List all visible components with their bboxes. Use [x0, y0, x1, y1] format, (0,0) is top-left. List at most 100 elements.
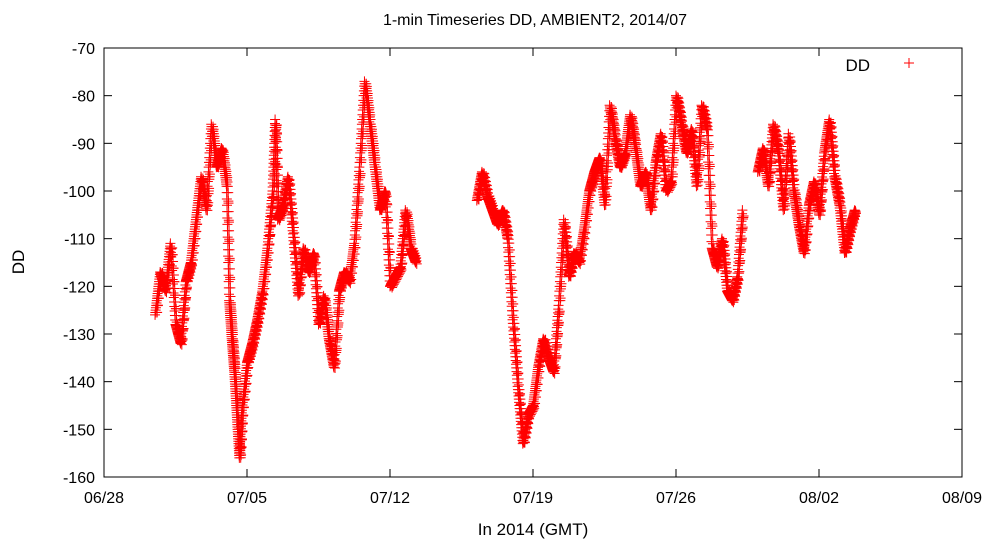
data-point-fill [555, 293, 566, 304]
data-point-fill [601, 191, 612, 202]
data-point-fill [707, 221, 718, 232]
data-point-fill [580, 228, 591, 239]
data-point-fill [667, 169, 678, 180]
data-point-fill [780, 198, 791, 209]
data-point-fill [554, 306, 565, 317]
y-tick-label: -90 [72, 136, 95, 153]
data-point-fill [703, 130, 714, 141]
data-point-fill [330, 356, 341, 367]
data-point-fill [695, 147, 706, 158]
data-point-fill [667, 179, 678, 190]
data-point-fill [820, 153, 831, 164]
data-point-fill [696, 133, 707, 144]
data-point-fill [223, 217, 234, 228]
data-point-fill [706, 210, 717, 221]
data-point-fill [353, 206, 364, 217]
data-point-fill [350, 242, 361, 253]
data-point-fill [224, 225, 235, 236]
data-point-fill [334, 305, 345, 316]
axis-ticks: -160 -150 -140 -130 -120 -110 -100 -90 -80 -70 06/… [63, 41, 982, 507]
data-point-fill [703, 141, 714, 152]
data-point-fill [513, 379, 524, 390]
data-point-fill [670, 126, 681, 137]
data-point-fill [534, 366, 545, 377]
data-point-fill [669, 140, 680, 151]
x-tick-label: 08/09 [942, 490, 982, 507]
y-tick-label: -120 [63, 279, 95, 296]
data-point-fill [204, 183, 215, 194]
x-tick-label: 07/26 [656, 490, 696, 507]
data-point-fill [774, 148, 785, 159]
data-point-fill [223, 187, 234, 198]
data-point-fill [330, 362, 341, 373]
x-tick-label: 07/05 [227, 490, 267, 507]
data-point-fill [411, 258, 422, 269]
data-point-fill [289, 227, 300, 238]
data-point-fill [225, 282, 236, 293]
data-point-fill [356, 154, 367, 165]
y-tick-label: -100 [63, 184, 95, 201]
y-tick-label: -160 [63, 470, 95, 487]
data-point-fill [693, 174, 704, 185]
data-point-fill [223, 198, 234, 209]
data-point-fill [503, 234, 514, 245]
data-point-fill [335, 292, 346, 303]
x-tick-label: 07/12 [370, 490, 410, 507]
data-point-fill [738, 210, 749, 221]
data-point-fill [602, 174, 613, 185]
chart-title: 1-min Timeseries DD, AMBIENT2, 2014/07 [383, 12, 687, 29]
data-point-fill [203, 197, 214, 208]
data-point [737, 205, 748, 216]
data-point-fill [331, 343, 342, 354]
x-tick-label: 06/28 [84, 490, 124, 507]
data-point-fill [355, 168, 366, 179]
y-tick-label: -110 [64, 232, 95, 249]
data-point-fill [204, 169, 215, 180]
data-point-fill [351, 232, 362, 243]
data-point-fill [224, 255, 235, 266]
y-tick-label: -150 [63, 422, 95, 439]
data-point-fill [805, 205, 816, 216]
x-tick-label: 07/19 [513, 490, 553, 507]
legend-marker-plus [904, 58, 914, 68]
y-tick-label: -140 [63, 375, 95, 392]
legend: DD [845, 56, 914, 75]
legend-label: DD [845, 56, 870, 75]
data-point-fill [705, 170, 716, 181]
data-point-fill [707, 229, 718, 240]
data-point-fill [333, 317, 344, 328]
data-point-fill [224, 263, 235, 274]
data-point [849, 205, 860, 216]
data-points [150, 76, 861, 463]
data-point-fill [225, 274, 236, 285]
data-point-fill [668, 154, 679, 165]
y-tick-label: -80 [72, 89, 95, 106]
data-point-fill [694, 160, 705, 171]
data-point-fill [706, 201, 717, 212]
data-point-fill [192, 219, 203, 230]
data-point-fill [354, 181, 365, 192]
data-point-fill [508, 312, 519, 323]
data-point-fill [224, 244, 235, 255]
data-point-fill [651, 162, 662, 173]
data-point-fill [181, 282, 192, 293]
data-point-fill [176, 339, 187, 350]
data-point-fill [556, 278, 567, 289]
data-point-fill [224, 236, 235, 247]
data-point-fill [352, 219, 363, 230]
data-point-fill [223, 206, 234, 217]
y-tick-label: -130 [63, 327, 95, 344]
data-point-fill [353, 194, 364, 205]
data-point-fill [263, 247, 274, 258]
legend-marker-icon [904, 58, 914, 68]
x-tick-label: 08/02 [799, 490, 839, 507]
data-point-fill [704, 150, 715, 161]
data-point [410, 257, 421, 268]
data-point-fill [705, 190, 716, 201]
data-point-fill [549, 368, 560, 379]
data-point-fill [704, 161, 715, 172]
data-point-fill [557, 264, 568, 275]
y-axis-label: DD [9, 250, 28, 275]
y-tick-label: -70 [72, 41, 95, 58]
